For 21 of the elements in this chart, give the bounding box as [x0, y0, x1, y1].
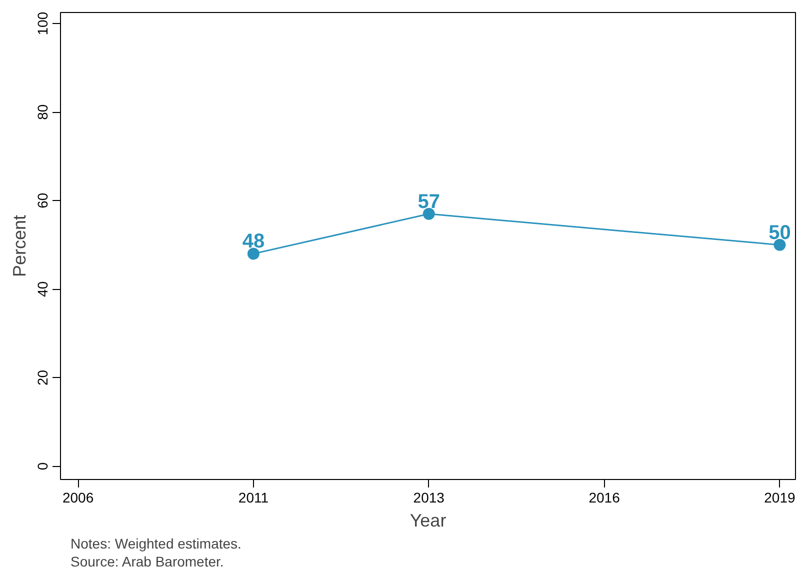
y-tick-label: 60 [34, 192, 50, 208]
y-tick-label: 20 [34, 370, 50, 386]
y-tick-label: 100 [34, 12, 50, 36]
x-axis-title: Year [410, 510, 446, 530]
point [774, 238, 786, 251]
y-axis-title: Percent [10, 214, 30, 278]
x-tick-label: 2006 [62, 490, 94, 506]
point [422, 208, 435, 220]
x-tick-label: 2011 [238, 490, 269, 506]
y-tick-label: 0 [34, 462, 50, 470]
text: Notes: Weighted estimates. [70, 536, 242, 552]
x-tick-label: 2019 [764, 490, 796, 506]
y-tick-label: 40 [34, 281, 50, 297]
data-label: 57 [418, 190, 440, 213]
point [247, 248, 260, 260]
x-tick-label: 2016 [588, 490, 620, 506]
y-tick-label: 80 [34, 104, 50, 120]
source-note: Source: Arab Barometer. [70, 554, 224, 569]
data-label: 48 [242, 230, 265, 253]
data-label: 50 [768, 222, 791, 244]
x-tick-label: 2013 [413, 490, 445, 506]
